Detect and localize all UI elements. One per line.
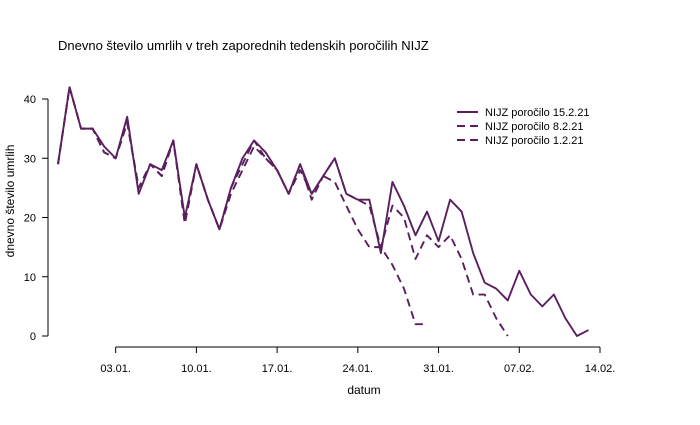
y-tick-label: 0 — [30, 331, 36, 343]
chart-title: Dnevno število umrlih v treh zaporednih … — [58, 38, 429, 53]
x-tick-label: 24.01. — [343, 363, 374, 375]
series-line — [57, 86, 589, 337]
x-tick-label: 31.01. — [423, 363, 454, 375]
legend-label: NIJZ poročilo 15.2.21 — [485, 107, 590, 119]
x-tick-label: 14.02. — [585, 363, 616, 375]
y-tick-label: 20 — [24, 213, 36, 225]
legend: NIJZ poročilo 15.2.21 NIJZ poročilo 8.2.2… — [457, 107, 590, 147]
series-line — [57, 86, 428, 326]
x-tick-label: 10.01. — [181, 363, 212, 375]
legend-label: NIJZ poročilo 1.2.21 — [485, 135, 583, 147]
y-tick-label: 10 — [24, 272, 36, 284]
series-layer — [57, 86, 589, 337]
x-tick-label: 03.01. — [100, 363, 131, 375]
y-tick-label: 30 — [24, 153, 36, 165]
x-axis-label: datum — [347, 383, 380, 397]
y-axis-label: dnevno število umrlih — [3, 145, 17, 258]
axes: 0 10 20 30 40 03.01. 10.01. 17.01. 24.01. 31.01. 0… — [24, 94, 616, 375]
x-tick-label: 07.02. — [504, 363, 535, 375]
legend-label: NIJZ poročilo 8.2.21 — [485, 121, 583, 133]
y-tick-label: 40 — [24, 94, 36, 106]
x-tick-label: 17.01. — [262, 363, 293, 375]
